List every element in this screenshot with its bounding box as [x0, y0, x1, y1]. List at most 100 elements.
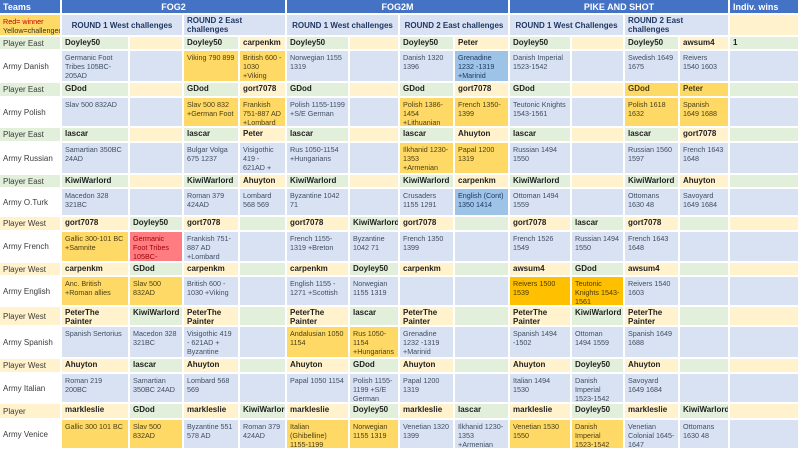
army-cell[interactable]: Polish 1618 1632 — [625, 98, 680, 128]
army-cell[interactable] — [240, 374, 287, 404]
army-cell[interactable] — [130, 98, 184, 128]
army-cell[interactable]: Ottoman 1494 1559 — [572, 327, 625, 359]
player-cell[interactable] — [455, 263, 510, 277]
army-cell[interactable]: Rus 1050-1154 +Hungarians — [287, 143, 350, 175]
army-cell[interactable]: Swedish 1649 1675 — [625, 51, 680, 83]
player-cell[interactable]: lascar — [287, 128, 350, 143]
army-cell[interactable]: English (Cont) 1350 1414 — [455, 189, 510, 217]
indiv-wins-cell[interactable] — [730, 263, 800, 277]
army-cell[interactable] — [455, 232, 510, 263]
army-cell[interactable]: Papal 1200 1319 — [400, 374, 455, 404]
army-cell[interactable]: Grenadine 1232 -1319 +Marinid — [400, 327, 455, 359]
player-cell[interactable] — [572, 37, 625, 51]
army-cell[interactable]: Spanish 1649 1688 — [625, 327, 680, 359]
player-cell[interactable]: Ahuyton — [455, 128, 510, 143]
player-cell[interactable]: lascar — [184, 128, 240, 143]
army-cell[interactable]: Macedon 328 321BC — [62, 189, 130, 217]
army-cell[interactable] — [455, 374, 510, 404]
army-cell[interactable]: Gallic 300-101 BC +Samnite — [62, 232, 130, 263]
army-cell[interactable]: Byzantine 1042 71 — [287, 189, 350, 217]
player-cell[interactable]: GDod — [625, 83, 680, 98]
army-cell[interactable]: Rus 1050-1154 +Hungarians — [350, 327, 400, 359]
army-cell[interactable]: British 600 - 1030 +Viking — [240, 51, 287, 83]
player-cell[interactable]: gort7078 — [625, 217, 680, 232]
army-cell[interactable]: French 1155-1319 +Breton — [287, 232, 350, 263]
player-cell[interactable]: gort7078 — [62, 217, 130, 232]
army-cell[interactable]: Venetian 1320 1399 — [400, 420, 455, 450]
army-cell[interactable] — [680, 277, 730, 307]
army-cell[interactable]: Danish Imperial 1523-1542 — [572, 420, 625, 450]
indiv-wins-cell[interactable] — [730, 404, 800, 420]
player-cell[interactable]: PeterThe Painter — [400, 307, 455, 327]
player-cell[interactable]: markleslie — [510, 404, 572, 420]
player-cell[interactable]: carpenkm — [287, 263, 350, 277]
indiv-wins-cell[interactable] — [730, 175, 800, 189]
player-cell[interactable]: KiwiWarlord — [184, 175, 240, 189]
army-cell[interactable]: Roman 379 424AD — [184, 189, 240, 217]
player-cell[interactable]: GDod — [287, 83, 350, 98]
player-cell[interactable]: Peter — [455, 37, 510, 51]
player-cell[interactable]: Doyley50 — [287, 37, 350, 51]
player-cell[interactable] — [455, 359, 510, 374]
army-cell[interactable]: Byzantine 551 578 AD — [184, 420, 240, 450]
player-cell[interactable]: KiwiWarlord — [572, 307, 625, 327]
player-cell[interactable]: Doyley50 — [625, 37, 680, 51]
army-cell[interactable]: Reivers 1540 1603 — [625, 277, 680, 307]
player-cell[interactable]: KiwiWarlord — [350, 217, 400, 232]
player-cell[interactable]: Ahuyton — [680, 175, 730, 189]
player-cell[interactable]: gort7078 — [455, 83, 510, 98]
army-cell[interactable] — [350, 51, 400, 83]
player-cell[interactable]: Ahuyton — [184, 359, 240, 374]
player-cell[interactable]: awsum4 — [625, 263, 680, 277]
army-cell[interactable]: Italian (Ghibelline) 1155-1199 — [287, 420, 350, 450]
indiv-wins-cell[interactable] — [730, 374, 800, 404]
player-cell[interactable] — [350, 37, 400, 51]
army-cell[interactable]: French 1526 1549 — [510, 232, 572, 263]
player-cell[interactable]: GDod — [400, 83, 455, 98]
player-cell[interactable]: Ahuyton — [510, 359, 572, 374]
player-cell[interactable]: PeterThe Painter — [625, 307, 680, 327]
army-cell[interactable]: Norwegian 1155 1319 — [350, 277, 400, 307]
indiv-wins-cell[interactable] — [730, 51, 800, 83]
player-cell[interactable] — [130, 37, 184, 51]
player-cell[interactable]: awsum4 — [510, 263, 572, 277]
indiv-wins-cell[interactable] — [730, 232, 800, 263]
army-cell[interactable]: French 1350 1399 — [400, 232, 455, 263]
player-cell[interactable]: Ahuyton — [240, 175, 287, 189]
indiv-wins-cell[interactable] — [730, 307, 800, 327]
player-cell[interactable]: markleslie — [400, 404, 455, 420]
army-cell[interactable]: Russian 1494 1550 — [572, 232, 625, 263]
army-cell[interactable]: Frankish 751-887 AD +Lombard — [184, 232, 240, 263]
army-cell[interactable]: Polish 1386-1454 +Lithuanian — [400, 98, 455, 128]
army-cell[interactable]: Bulgar Volga 675 1237 — [184, 143, 240, 175]
player-cell[interactable]: KiwiWarlord — [130, 307, 184, 327]
player-cell[interactable]: GDod — [130, 263, 184, 277]
army-cell[interactable]: Savoyard 1649 1684 — [680, 189, 730, 217]
player-cell[interactable] — [240, 307, 287, 327]
army-cell[interactable]: Slav 500 832AD — [130, 420, 184, 450]
player-cell[interactable]: lascar — [572, 217, 625, 232]
player-cell[interactable] — [680, 263, 730, 277]
player-cell[interactable]: Ahuyton — [62, 359, 130, 374]
army-cell[interactable]: Savoyard 1649 1684 — [625, 374, 680, 404]
army-cell[interactable]: Papal 1200 1319 — [455, 143, 510, 175]
army-cell[interactable]: Teutonic Knights 1543-1561 — [510, 98, 572, 128]
army-cell[interactable]: Russian 1560 1597 — [625, 143, 680, 175]
army-cell[interactable] — [400, 277, 455, 307]
army-cell[interactable]: Polish 1155-1199 +S/E German — [350, 374, 400, 404]
player-cell[interactable]: markleslie — [625, 404, 680, 420]
indiv-wins-cell[interactable] — [730, 327, 800, 359]
player-cell[interactable] — [130, 83, 184, 98]
player-cell[interactable]: lascar — [62, 128, 130, 143]
army-cell[interactable]: Danish Imperial 1523-1542 — [510, 51, 572, 83]
player-cell[interactable]: awsum4 — [680, 37, 730, 51]
player-cell[interactable]: KiwiWarlord — [400, 175, 455, 189]
player-cell[interactable]: gort7078 — [184, 217, 240, 232]
army-cell[interactable]: Ottomans 1630 48 — [680, 420, 730, 450]
army-cell[interactable]: Ottomans 1630 48 — [625, 189, 680, 217]
player-cell[interactable] — [350, 128, 400, 143]
player-cell[interactable] — [240, 359, 287, 374]
army-cell[interactable]: Norwegian 1155 1319 — [287, 51, 350, 83]
army-cell[interactable]: Norwegian 1155 1319 — [350, 420, 400, 450]
army-cell[interactable]: Visigothic 419 - 621AD + Byzantine — [184, 327, 240, 359]
